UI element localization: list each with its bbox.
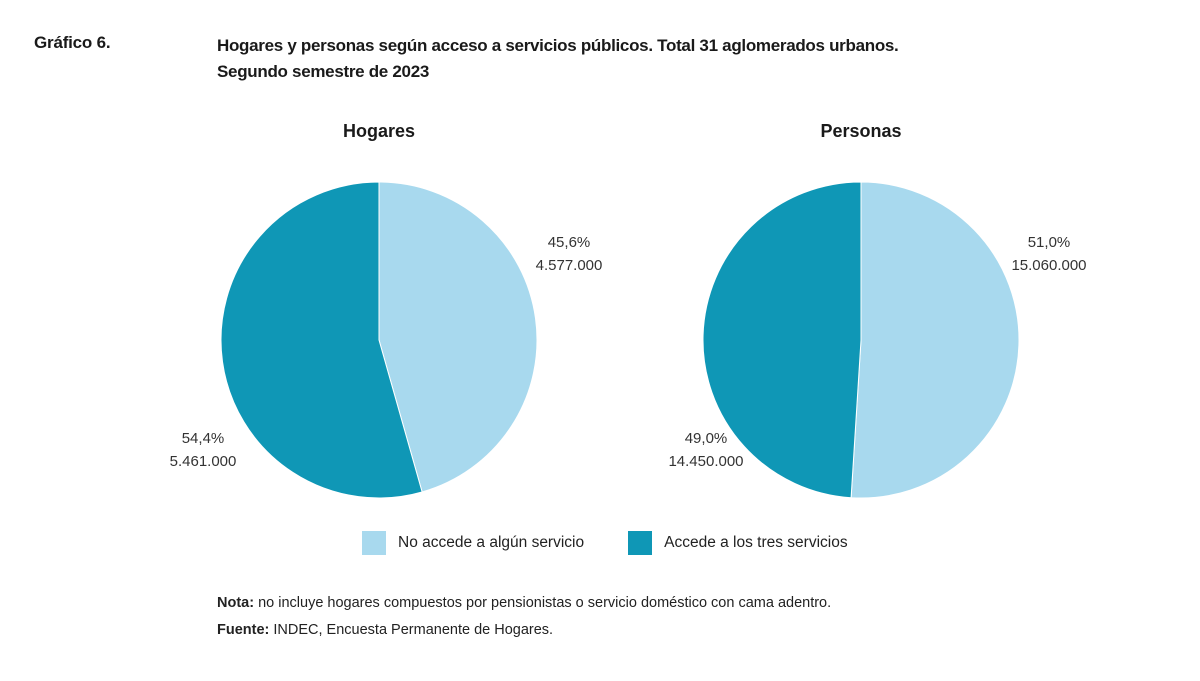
pie-slice-hogares-no-accede <box>378 181 538 493</box>
note-label: Nota: <box>217 595 255 611</box>
pie-personas: 51,0% 15.060.000 49,0% 14.450.000 <box>668 181 1087 499</box>
pie-slice-hogares-accede <box>220 181 423 499</box>
pie-title-personas: Personas <box>820 121 902 141</box>
pie-value-label: 5.461.000 <box>170 453 237 470</box>
pie-slice-personas-accede <box>702 181 862 499</box>
pie-hogares: 45,6% 4.577.000 54,4% 5.461.000 <box>170 181 603 499</box>
figure-title-line-2: Segundo semestre de 2023 <box>217 62 430 81</box>
pie-value-label: 4.577.000 <box>536 257 603 274</box>
source-text: INDEC, Encuesta Permanente de Hogares. <box>269 622 554 638</box>
pie-percent-label: 51,0% <box>1028 234 1071 251</box>
pie-value-label: 15.060.000 <box>1011 257 1086 274</box>
legend-label-accede: Accede a los tres servicios <box>664 534 848 551</box>
pie-slice-personas-no-accede <box>850 181 1020 499</box>
legend-swatch-accede <box>628 531 653 555</box>
pie-percent-label: 54,4% <box>182 430 225 447</box>
legend-label-no-accede: No accede a algún servicio <box>398 534 585 551</box>
note-text: no incluye hogares compuestos por pensio… <box>254 595 832 611</box>
pie-value-label: 14.450.000 <box>668 453 743 470</box>
pie-percent-label: 45,6% <box>548 234 591 251</box>
pie-title-hogares: Hogares <box>342 121 416 141</box>
legend-item-accede: Accede a los tres servicios <box>628 531 848 555</box>
figure-title-line-1: Hogares y personas según acceso a servic… <box>217 36 899 55</box>
pie-percent-label: 49,0% <box>685 430 728 447</box>
source-label: Fuente: <box>217 622 270 638</box>
legend: No accede a algún servicio Accede a los … <box>362 531 892 555</box>
source-line: Fuente: INDEC, Encuesta Permanente de Ho… <box>217 622 553 638</box>
legend-item-no-accede: No accede a algún servicio <box>362 531 584 555</box>
figure-number: Gráfico 6. <box>34 33 111 52</box>
note-line: Nota: no incluye hogares compuestos por … <box>217 595 831 611</box>
figure-title: Hogares y personas según acceso a servic… <box>217 33 899 85</box>
legend-swatch-no-accede <box>362 531 386 555</box>
